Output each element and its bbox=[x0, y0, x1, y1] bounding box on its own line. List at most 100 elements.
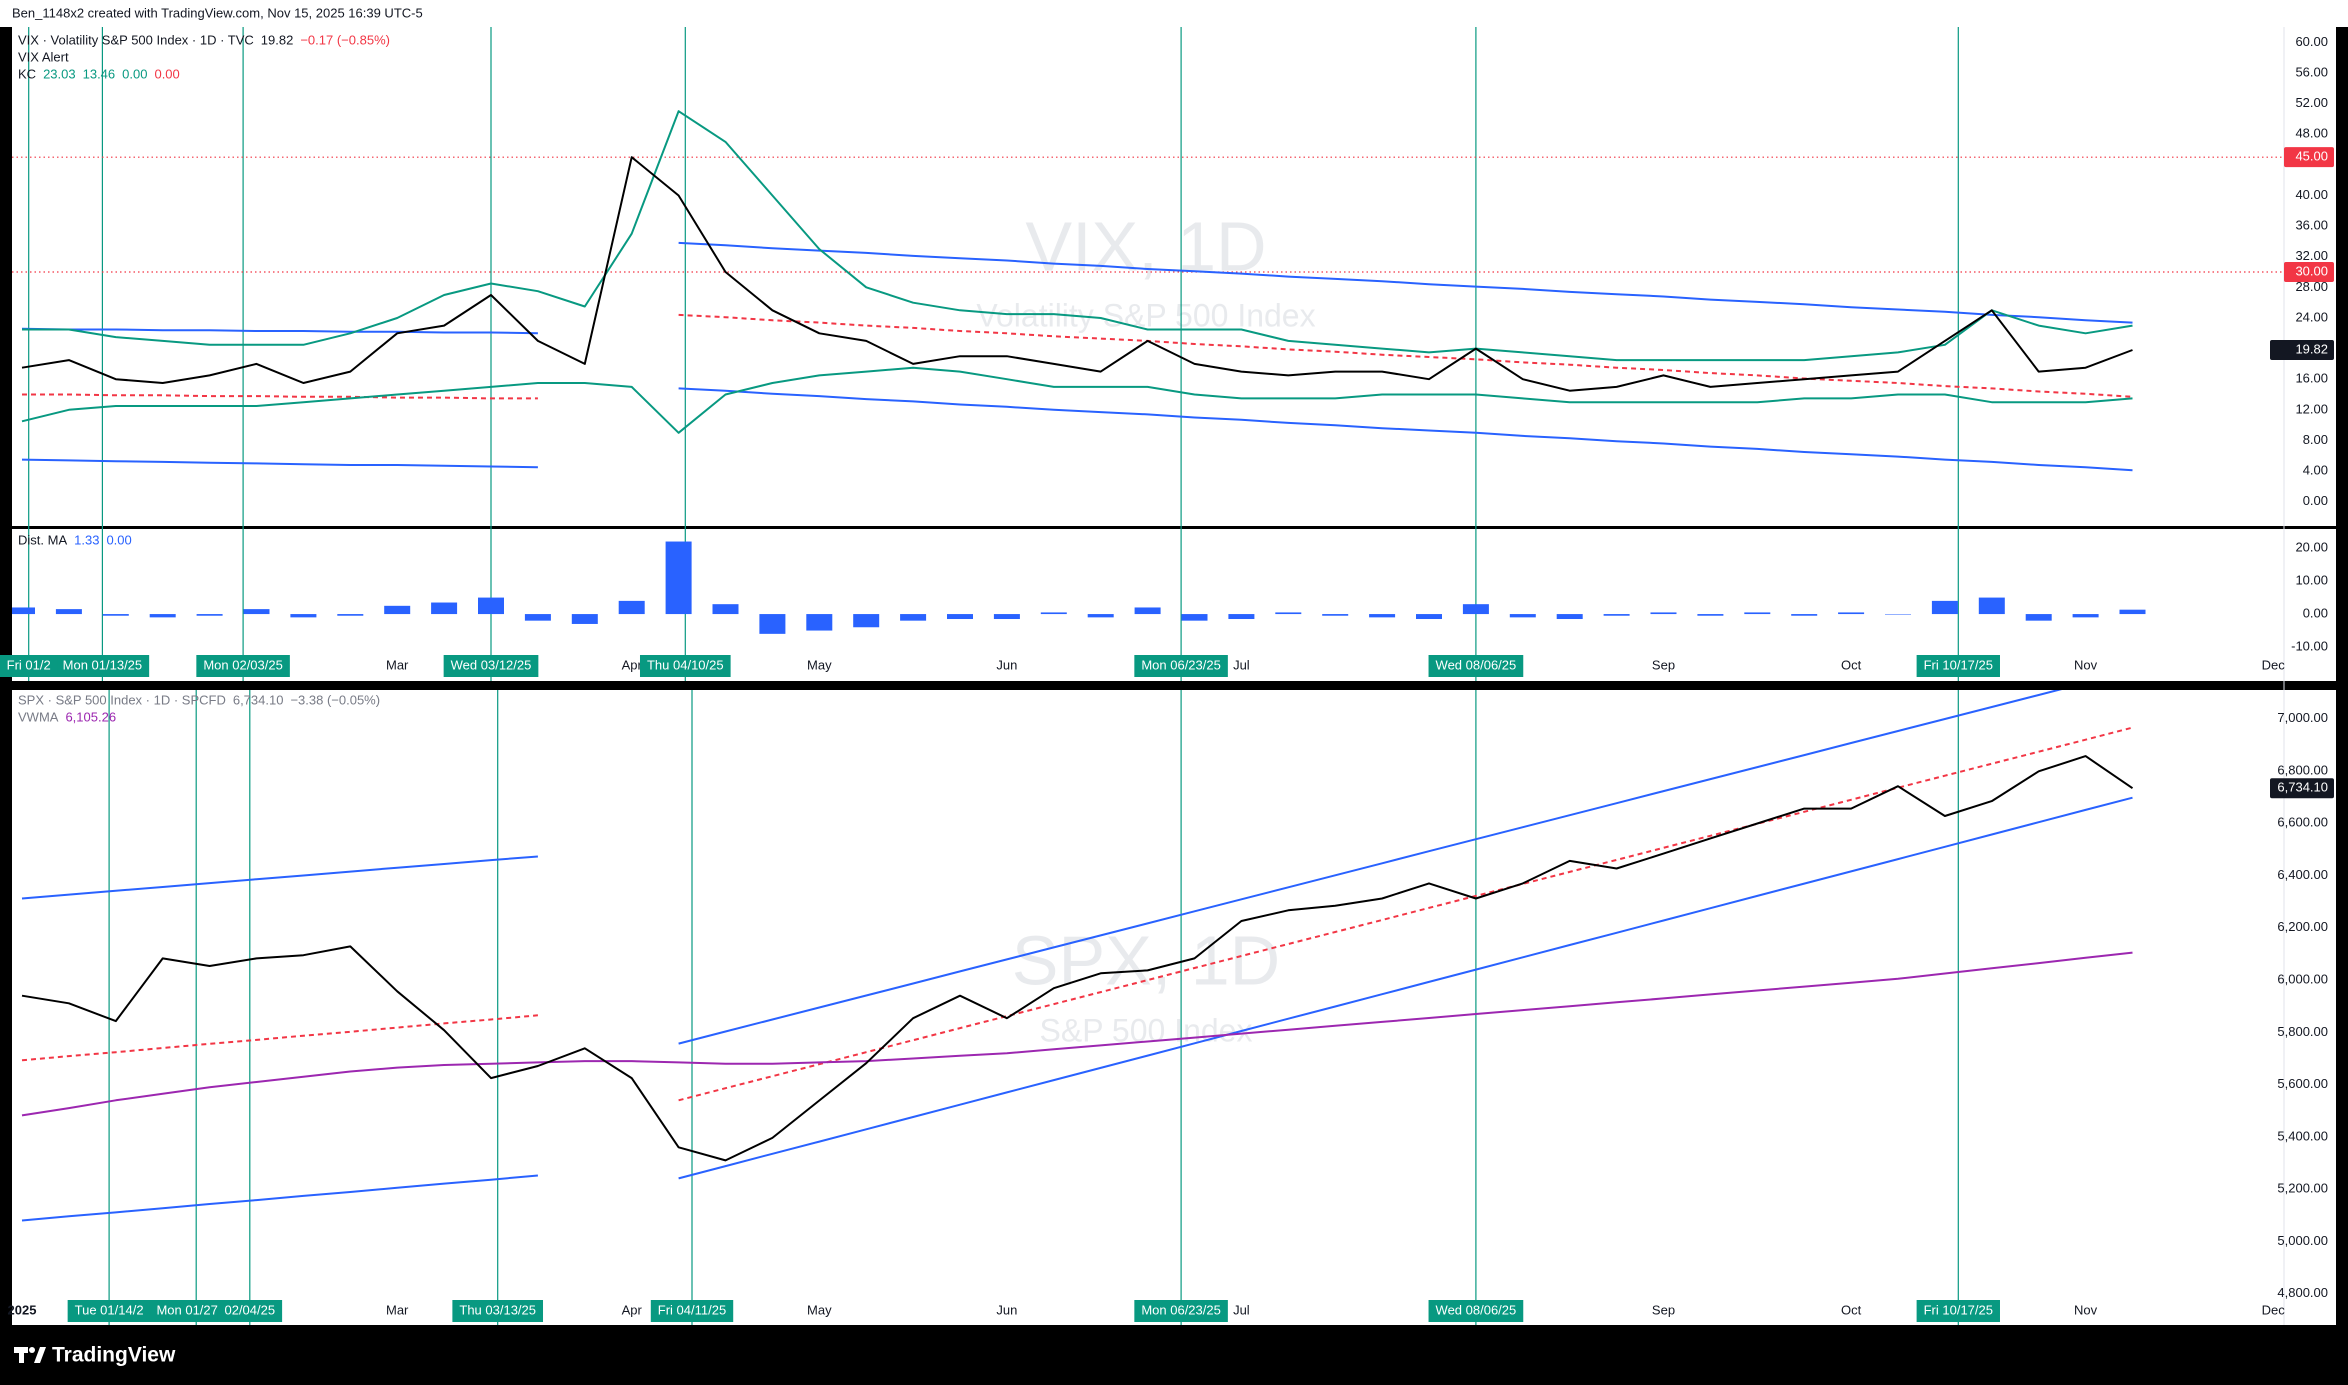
bar bbox=[759, 614, 786, 634]
series-line bbox=[678, 690, 2063, 1045]
y-tick-label: 5,800.00 bbox=[2277, 1024, 2328, 1039]
series-line bbox=[22, 393, 538, 400]
bar bbox=[618, 600, 645, 615]
marker-label-bg bbox=[639, 655, 731, 677]
spx-pane bbox=[12, 690, 2336, 1325]
last-value-box bbox=[2270, 339, 2334, 360]
bar bbox=[12, 607, 35, 615]
alert-label: 30.00 bbox=[2295, 263, 2328, 278]
plot-area bbox=[21, 690, 2134, 1222]
marker-label-bg bbox=[1134, 655, 1228, 677]
series-line bbox=[678, 726, 2133, 1102]
bar bbox=[993, 614, 1020, 620]
y-tick-label: 16.00 bbox=[2295, 371, 2328, 386]
y-tick-label: 12.00 bbox=[2295, 401, 2328, 416]
y-tick-label: 7,000.00 bbox=[2277, 710, 2328, 725]
bar bbox=[1697, 614, 1724, 616]
bar bbox=[1134, 607, 1161, 615]
marker-label-bg bbox=[1134, 1300, 1228, 1322]
bar bbox=[1416, 614, 1442, 620]
bar bbox=[1040, 612, 1067, 615]
legend-text: VIX · Volatility S&P 500 Index · 1D · TV… bbox=[18, 32, 254, 47]
plot-area bbox=[12, 541, 2146, 634]
marker-label: Wed 03/12/25 bbox=[451, 657, 532, 672]
bar bbox=[806, 614, 833, 631]
y-tick-label: 0.00 bbox=[2303, 493, 2328, 508]
bar bbox=[1322, 614, 1349, 616]
marker-label: Fri 01/2 bbox=[7, 657, 51, 672]
y-tick-label: 20.00 bbox=[2295, 540, 2328, 555]
x-tick-label: Mar bbox=[386, 657, 409, 672]
y-tick-label: 6,800.00 bbox=[2277, 762, 2328, 777]
brand-name: TradingView bbox=[52, 1344, 176, 1367]
legend-text: 0.00 bbox=[106, 532, 131, 547]
bar bbox=[102, 614, 129, 616]
bar bbox=[2025, 614, 2052, 621]
x-tick-label: Jul bbox=[1233, 657, 1250, 672]
series-line bbox=[678, 796, 2133, 1180]
y-tick-label: 6,400.00 bbox=[2277, 867, 2328, 882]
bar bbox=[900, 614, 927, 621]
marker-label-bg bbox=[452, 1300, 544, 1322]
y-tick-label: 32.00 bbox=[2295, 248, 2328, 263]
x-tick-label: Jun bbox=[996, 657, 1017, 672]
bar bbox=[571, 614, 598, 624]
alert-box bbox=[2284, 147, 2334, 168]
series-line bbox=[21, 458, 538, 469]
y-tick-label: 24.00 bbox=[2295, 309, 2328, 324]
marker-label: Thu 03/13/25 bbox=[459, 1302, 536, 1317]
y-tick-label: 52.00 bbox=[2295, 95, 2328, 110]
bar bbox=[665, 541, 692, 615]
x-tick-label: May bbox=[807, 657, 832, 672]
marker-label: Mon 01/13/25 bbox=[63, 657, 143, 672]
bar bbox=[1603, 614, 1630, 616]
y-tick-label: 28.00 bbox=[2295, 279, 2328, 294]
y-tick-label: 8.00 bbox=[2303, 432, 2328, 447]
bar bbox=[1228, 614, 1255, 620]
bar bbox=[1744, 612, 1771, 615]
y-tick-label: 6,000.00 bbox=[2277, 971, 2328, 986]
marker-label: Thu 04/10/25 bbox=[647, 657, 724, 672]
bar bbox=[1978, 597, 2005, 615]
x-tick-label: May bbox=[807, 1302, 832, 1317]
legend-text: −3.38 (−0.05%) bbox=[290, 692, 380, 707]
marker-label-bg bbox=[217, 1300, 283, 1322]
bar bbox=[1931, 600, 1958, 615]
marker-label: Fri 10/17/25 bbox=[1924, 657, 1993, 672]
x-tick-label: Nov bbox=[2074, 1302, 2098, 1317]
marker-label-bg bbox=[1428, 655, 1524, 677]
x-tick-label: Dec bbox=[2262, 657, 2286, 672]
bar bbox=[55, 609, 82, 615]
legend-text: 0.00 bbox=[154, 66, 179, 81]
bar bbox=[1369, 614, 1396, 618]
legend-text: Dist. MA bbox=[18, 532, 67, 547]
marker-label-bg bbox=[1916, 655, 2000, 677]
header-bar bbox=[0, 0, 2348, 27]
legend-text: SPX · S&P 500 Index · 1D · SPCFD bbox=[18, 692, 226, 707]
bar bbox=[290, 614, 317, 618]
plot-area bbox=[12, 110, 2284, 472]
legend-text: −0.17 (−0.85%) bbox=[300, 32, 390, 47]
x-tick-label: Nov bbox=[2074, 657, 2098, 672]
x-tick-label: Apr bbox=[622, 1302, 643, 1317]
alert-box bbox=[2284, 262, 2334, 283]
series-line bbox=[21, 1174, 538, 1222]
series-line bbox=[21, 327, 538, 335]
legend-text: VWMA bbox=[18, 709, 59, 724]
y-tick-label: 5,200.00 bbox=[2277, 1181, 2328, 1196]
marker-label: Mon 06/23/25 bbox=[1141, 657, 1221, 672]
y-tick-label: 6,600.00 bbox=[2277, 815, 2328, 830]
legend-text: 0.00 bbox=[122, 66, 147, 81]
x-tick-label: Sep bbox=[1652, 657, 1675, 672]
x-tick-label: Jul bbox=[1233, 1302, 1250, 1317]
series-line bbox=[22, 110, 2133, 362]
x-tick-label: Sep bbox=[1652, 1302, 1675, 1317]
bar bbox=[1509, 614, 1536, 618]
x-tick-label: Mar bbox=[386, 1302, 409, 1317]
bar bbox=[1275, 612, 1302, 615]
last-value-box bbox=[2270, 778, 2334, 799]
last-value-label: 19.82 bbox=[2295, 341, 2328, 356]
bar bbox=[1556, 614, 1583, 620]
